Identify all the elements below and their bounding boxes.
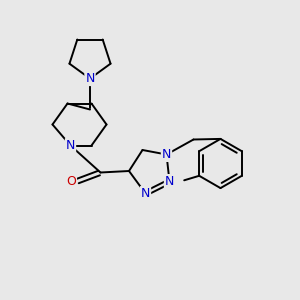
Text: N: N xyxy=(162,148,171,161)
Text: N: N xyxy=(165,175,174,188)
Text: O: O xyxy=(66,175,76,188)
Text: N: N xyxy=(141,187,150,200)
Text: N: N xyxy=(85,72,95,85)
Text: N: N xyxy=(66,139,75,152)
